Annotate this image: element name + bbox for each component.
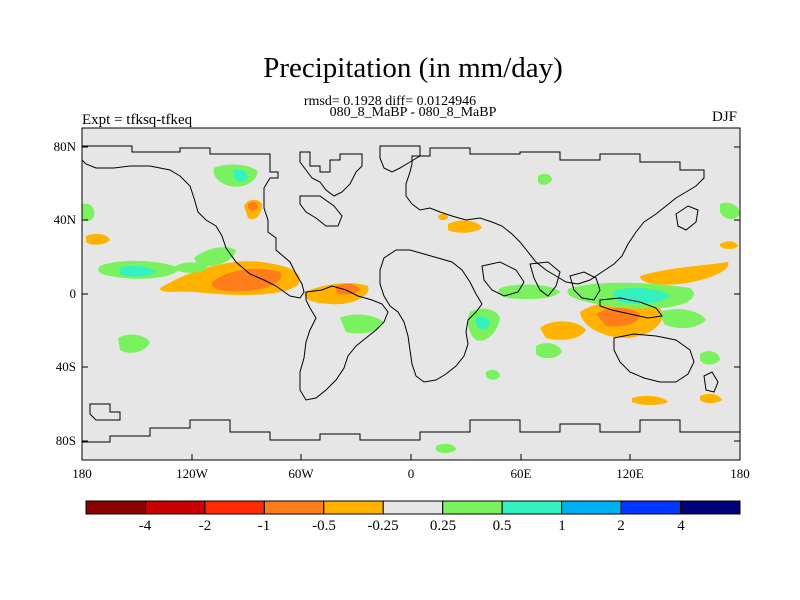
chart-subtitle: 080_8_MaBP - 080_8_MaBP — [329, 105, 497, 120]
precip-anomaly-fields — [82, 164, 740, 453]
coastline-europe-asia — [405, 147, 705, 285]
lon-tick-label: 120E — [616, 466, 644, 481]
anomaly-pos-pacific-south-east — [700, 351, 720, 365]
lat-tick-label: 0 — [69, 286, 77, 301]
anomaly-neg-west-pacific-core — [596, 308, 640, 327]
season-label: DJF — [712, 109, 738, 125]
colorbar-swatch — [85, 500, 146, 515]
colorbar-label: 4 — [677, 518, 685, 534]
colorbar-label: -1 — [257, 518, 271, 534]
anomaly-neg-east-pacific-core — [211, 268, 282, 292]
lon-tick-label: 60E — [510, 466, 532, 481]
axis-ticks — [81, 146, 741, 460]
anomaly-pos-south-atlantic — [340, 314, 384, 334]
colorbar-swatch — [442, 500, 503, 515]
anomaly-pos-africa-core — [476, 316, 490, 330]
anomaly-pos-east-asia — [498, 284, 560, 300]
anomaly-pos-siberia — [538, 173, 552, 185]
coastline-antarctica — [81, 419, 741, 461]
lon-tick-label: 120W — [176, 466, 208, 481]
colorbar-label: 1 — [558, 518, 566, 534]
colorbar-swatch — [561, 500, 622, 515]
colorbar-label: 2 — [617, 518, 625, 534]
coastline-south-america — [299, 285, 389, 401]
coastline-new-zealand — [703, 371, 719, 393]
anomaly-neg-atlantic-core — [336, 283, 360, 295]
anomaly-pos-alaska-core — [234, 169, 248, 182]
coastline-hudson — [299, 195, 343, 227]
anomaly-neg-west-pacific-north — [86, 233, 110, 245]
coastline-maritime-continent — [599, 297, 663, 319]
coastline-japan — [675, 205, 699, 231]
anomaly-neg-americas — [720, 241, 738, 249]
anomaly-pos-australia-south — [536, 343, 562, 359]
colorbar-label: -0.25 — [367, 518, 399, 534]
anomaly-pos-east-atlantic — [720, 202, 740, 220]
anomaly-neg-china — [448, 220, 482, 233]
colorbar-swatch — [680, 500, 741, 515]
anomaly-pos-south-indian — [486, 369, 500, 380]
colorbar-swatch — [620, 500, 682, 515]
lat-tick-label: 40N — [53, 212, 76, 227]
colorbar-swatch — [263, 500, 325, 515]
colorbar-swatch — [323, 500, 384, 515]
anomaly-neg-north-pacific — [640, 262, 729, 285]
colorbar-swatch — [204, 500, 265, 515]
coastline-arabia — [481, 261, 525, 297]
lon-tick-label: 180 — [730, 466, 750, 481]
experiment-label: Expt = tfksq-tfkeq — [82, 112, 193, 128]
colorbar — [85, 500, 741, 515]
coastline-southeast-asia — [569, 271, 601, 301]
anomaly-pos-california — [194, 247, 236, 267]
coastline-greenland — [379, 145, 421, 173]
lon-tick-label: 0 — [407, 466, 415, 481]
colorbar-label: -2 — [198, 518, 212, 534]
colorbar-swatch — [144, 500, 206, 515]
lat-tick-label: 80N — [53, 139, 76, 154]
anomaly-neg-north-america-core — [248, 201, 258, 211]
coastline-antarctic-peninsula — [89, 403, 121, 421]
coastline-australia — [613, 333, 695, 383]
anomaly-pos-north-pacific-west-core — [120, 265, 156, 277]
anomaly-pos-maritime — [660, 309, 706, 329]
lat-tick-label: 80S — [55, 433, 76, 448]
coastline-north-america — [81, 145, 305, 299]
colorbar-label: 0.5 — [492, 518, 512, 534]
anomaly-neg-indian-ocean — [540, 321, 586, 340]
colorbar-label: -4 — [138, 518, 152, 534]
lat-tick-label: 40S — [55, 359, 76, 374]
anomaly-pos-west-atlantic — [82, 203, 95, 222]
colorbar-label: 0.25 — [429, 518, 457, 534]
lon-tick-label: 60W — [288, 466, 314, 481]
anomaly-neg-south-pacific — [700, 393, 722, 403]
colorbar-swatch — [501, 500, 563, 515]
colorbar-swatch — [382, 500, 444, 515]
lon-tick-label: 180 — [72, 466, 92, 481]
coastline-india — [529, 261, 561, 297]
coastline-arctic-canada — [299, 151, 363, 197]
anomaly-pos-south-pacific — [118, 334, 150, 353]
anomaly-pos-antarctic-rim — [436, 443, 456, 453]
coastlines — [81, 145, 741, 461]
anomaly-neg-south-indian — [632, 395, 668, 405]
stats-line: rmsd= 0.1928 diff= 0.0124946 — [303, 94, 477, 109]
chart-title: Precipitation (in mm/day) — [263, 52, 563, 84]
colorbar-label: -0.5 — [312, 518, 336, 534]
coastline-africa — [379, 249, 483, 383]
anomaly-neg-europe — [438, 213, 448, 221]
